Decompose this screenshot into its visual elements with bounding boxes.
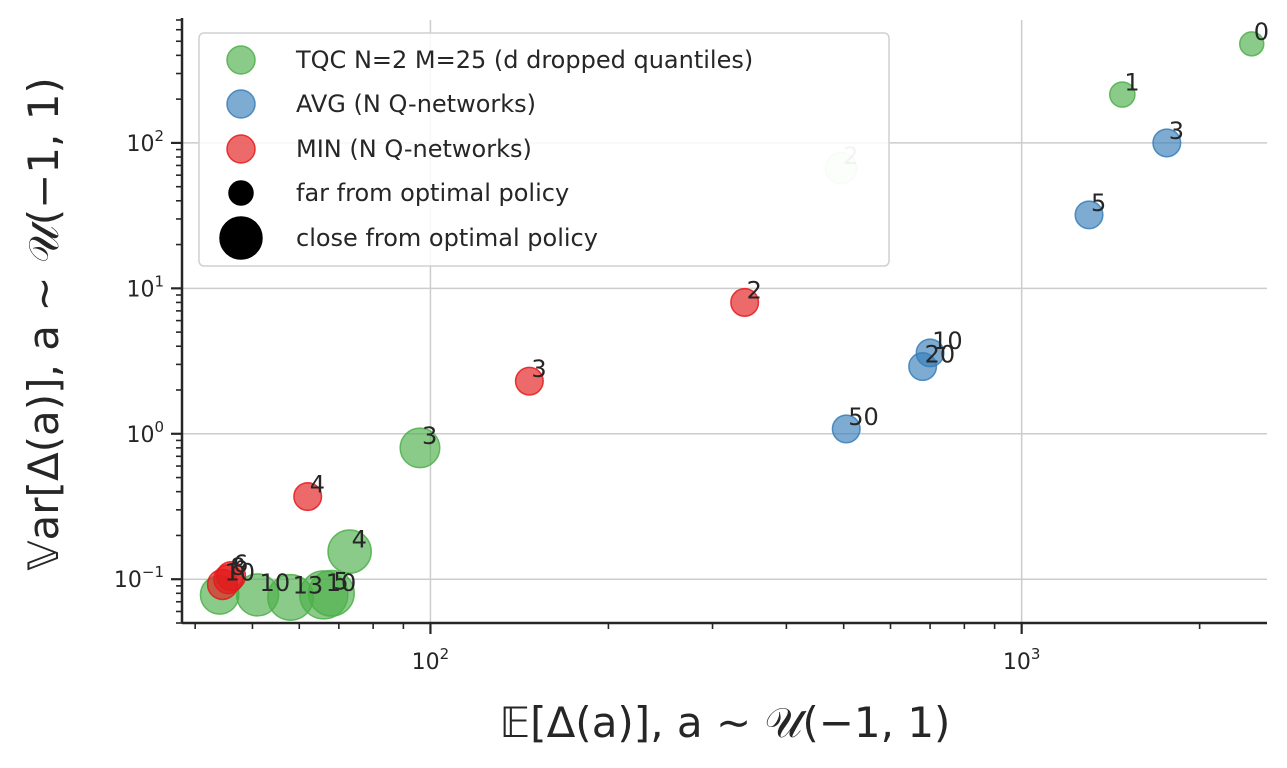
scatter-point-min — [730, 287, 760, 317]
scatter-point-avg — [1074, 200, 1104, 230]
y-tick-label: 101 — [126, 272, 164, 302]
point-label: 6 — [233, 550, 248, 578]
point-label: 20 — [925, 341, 956, 369]
scatter-point-min — [293, 482, 323, 512]
scatter-point-tqc — [1238, 31, 1265, 57]
y-tick-label: 102 — [126, 127, 164, 157]
legend-marker — [219, 216, 263, 260]
point-label: 5 — [1091, 189, 1106, 217]
legend-label: TQC N=2 M=25 (d dropped quantiles) — [295, 46, 753, 74]
axes — [171, 18, 1267, 634]
x-axis-label: 𝔼[Δ(a)], a ∼ 𝒰(−1, 1) — [500, 698, 951, 747]
point-label: 10 — [326, 569, 357, 597]
point-label: 50 — [848, 403, 879, 431]
point-label: 8 — [230, 553, 245, 581]
point-label: 10 — [932, 327, 963, 355]
scatter-point-avg — [908, 351, 938, 382]
point-label: 4 — [310, 471, 325, 499]
legend-label: MIN (N Q-networks) — [296, 135, 532, 163]
point-label: 10 — [260, 569, 291, 597]
point-label: 3 — [422, 422, 437, 450]
legend-marker — [228, 180, 254, 206]
legend-marker — [226, 89, 256, 119]
scatter-point-tqc — [1108, 81, 1136, 108]
point-label: 3 — [531, 355, 546, 383]
y-axis-label: 𝕍ar[Δ(a)], a ∼ 𝒰(−1, 1) — [19, 77, 68, 571]
scatter-point-tqc — [399, 427, 441, 469]
point-label: 3 — [1169, 117, 1184, 145]
y-tick-label: 10−1 — [114, 563, 164, 593]
legend-label: far from optimal policy — [296, 179, 569, 207]
x-tick-label: 103 — [1003, 645, 1041, 675]
y-tick-label: 100 — [126, 418, 164, 448]
x-tick-label: 102 — [412, 645, 450, 675]
point-label: 1 — [1124, 69, 1139, 97]
scatter-point-min — [206, 568, 239, 601]
legend-box — [198, 32, 890, 267]
point-label: 4 — [352, 526, 367, 554]
legend-marker — [226, 45, 256, 75]
legend-marker — [226, 134, 256, 164]
legend: TQC N=2 M=25 (d dropped quantiles) AVG (N… — [198, 32, 890, 267]
point-label: 13 — [293, 571, 324, 599]
point-label: 5 — [333, 567, 348, 595]
scatter-point-avg — [1152, 128, 1182, 158]
scatter-point-min — [514, 366, 544, 396]
point-labels: 012345101310351020502346810 — [225, 18, 1269, 600]
scatter-point-tqc — [327, 529, 372, 574]
legend-label: close from optimal policy — [296, 224, 598, 252]
point-label: 10 — [225, 558, 256, 586]
point-label: 0 — [1254, 18, 1269, 46]
point-label: 2 — [747, 276, 762, 304]
legend-label: AVG (N Q-networks) — [296, 90, 536, 118]
scatter-point-avg — [831, 414, 861, 444]
